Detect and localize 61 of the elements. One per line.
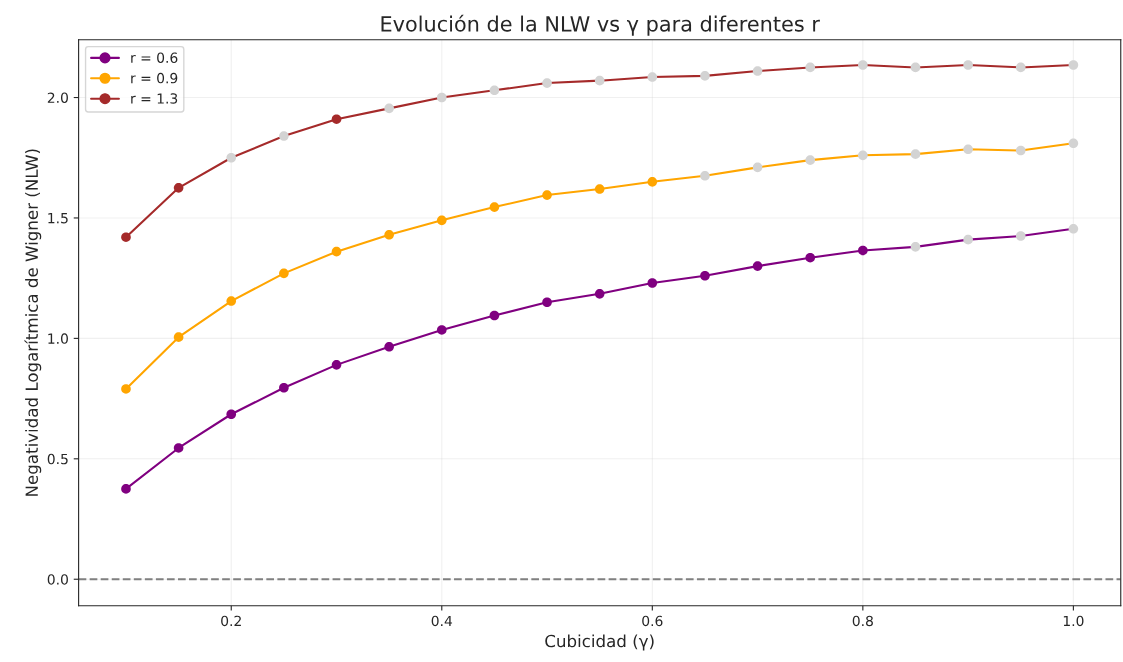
point <box>752 66 763 76</box>
legend-label: r = 0.9 <box>131 72 178 84</box>
chart-title: Evolución de la NLW vs γ para diferentes r <box>381 14 820 36</box>
point <box>542 297 552 308</box>
point <box>436 215 447 226</box>
point <box>279 131 289 141</box>
point <box>647 72 658 82</box>
point <box>279 268 289 279</box>
y-tick-label: 0.5 <box>47 453 68 465</box>
point <box>121 384 131 394</box>
point <box>594 184 605 194</box>
point <box>384 103 394 114</box>
legend-label: r = 1.3 <box>131 93 178 104</box>
x-tick-label: 1.0 <box>1063 615 1084 627</box>
point <box>226 152 237 163</box>
y-tick-label: 0.0 <box>47 574 68 585</box>
point <box>173 443 184 453</box>
point <box>279 382 289 393</box>
point <box>963 60 973 70</box>
point <box>858 245 868 256</box>
y-tick-label: 1.0 <box>48 333 68 344</box>
point <box>1068 60 1079 70</box>
point <box>173 332 184 342</box>
point <box>594 289 605 299</box>
point <box>489 310 500 321</box>
point <box>331 360 342 370</box>
point <box>910 62 921 73</box>
y-axis-title: Negatividad Logarítmica de Wigner (NLW) <box>24 149 42 496</box>
x-tick-label: 0.8 <box>852 615 873 627</box>
point <box>331 114 342 125</box>
x-tick-label: 0.6 <box>642 615 663 627</box>
point <box>226 296 237 306</box>
point <box>384 342 394 352</box>
point <box>542 190 552 200</box>
point <box>173 183 184 193</box>
point <box>700 270 710 281</box>
point <box>436 92 447 103</box>
point <box>331 246 342 257</box>
point <box>752 261 763 271</box>
point <box>436 325 447 335</box>
point <box>121 484 131 494</box>
point <box>226 409 237 420</box>
point <box>647 278 658 288</box>
point <box>542 78 552 88</box>
y-tick-label: 2.0 <box>47 92 68 103</box>
point <box>805 62 816 73</box>
point <box>700 71 710 81</box>
point <box>121 232 131 243</box>
point <box>489 202 500 212</box>
point <box>858 60 868 70</box>
point <box>1015 62 1026 73</box>
point <box>594 75 605 86</box>
x-tick-label: 0.2 <box>221 615 241 627</box>
legend-label: r = 0.6 <box>131 52 178 63</box>
x-tick-label: 0.4 <box>431 615 453 627</box>
point <box>805 252 816 263</box>
y-tick-label: 1.5 <box>48 213 68 224</box>
point <box>647 177 658 187</box>
point <box>489 85 500 96</box>
x-axis-title: Cubicidad (γ) <box>545 634 654 651</box>
point <box>384 230 394 240</box>
